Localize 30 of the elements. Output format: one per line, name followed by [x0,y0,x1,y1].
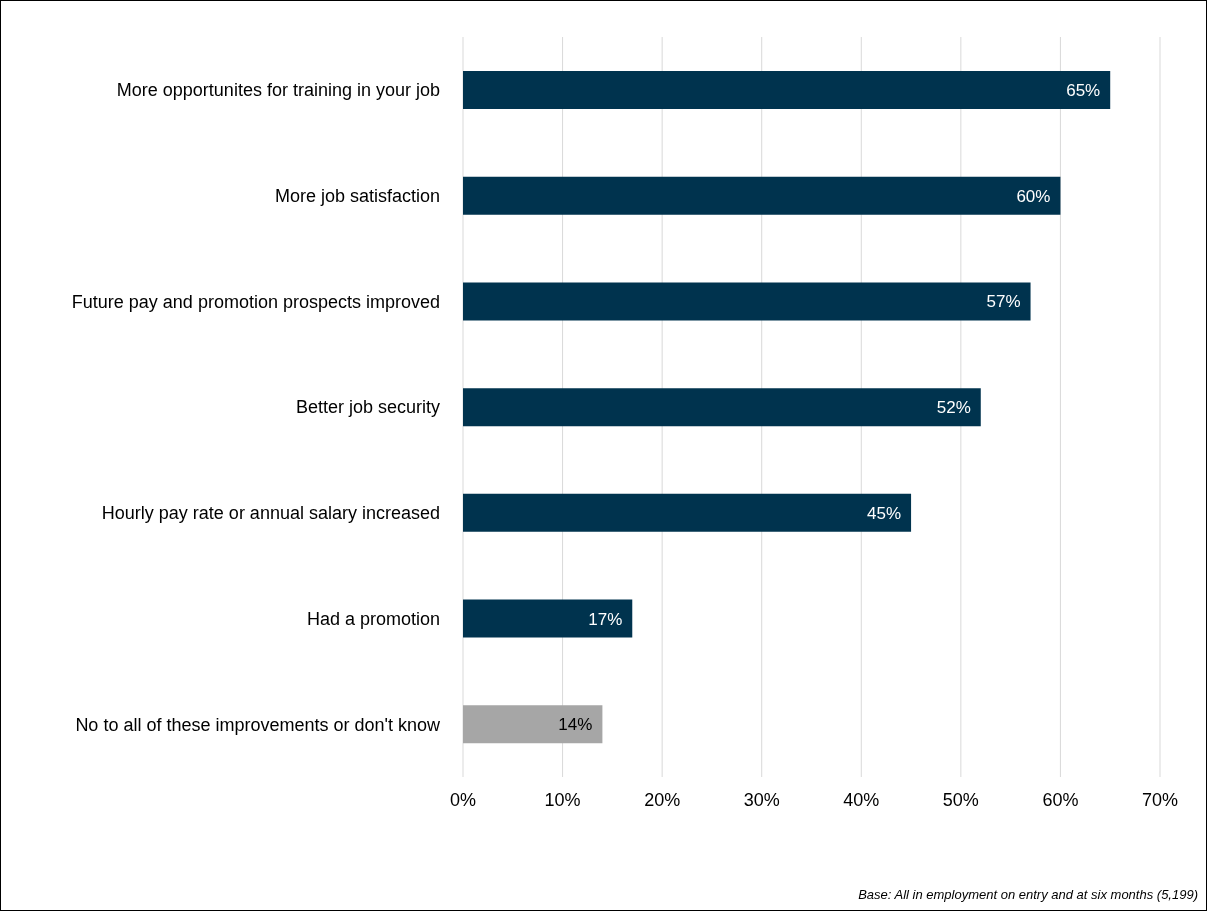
bar [463,705,603,744]
x-tick-label: 20% [644,789,681,810]
x-tick-label: 30% [743,789,780,810]
y-tick-label: Had a promotion [306,608,440,629]
bar [463,493,912,532]
bar [463,599,633,638]
data-label: 52% [936,398,971,418]
y-tick-label: Future pay and promotion prospects improved [71,291,440,312]
x-tick-label: 60% [1042,789,1079,810]
bar [463,282,1031,321]
text: Base: All in employment on entry and at six months (5,199) [858,887,1198,902]
data-label: 60% [1016,186,1051,206]
x-tick-label: 10% [544,789,581,810]
y-tick-label: Hourly pay rate or annual salary increased [101,503,440,524]
x-tick-label: 70% [1141,789,1179,810]
x-tick-label: 0% [449,789,477,810]
y-tick-label: More opportunites for training in your job [116,80,440,101]
x-tick-label: 50% [942,789,979,810]
data-label: 57% [986,292,1021,312]
x-tick-label: 40% [843,789,880,810]
bar [463,388,981,427]
data-label: 17% [588,609,623,629]
y-tick-label: No to all of these improvements or don't know [75,714,441,735]
y-tick-label: More job satisfaction [274,185,440,206]
data-label: 14% [558,715,593,735]
bar [463,71,1111,109]
data-label: 45% [867,503,902,523]
y-tick-label: Better job security [295,397,440,418]
bar [463,176,1061,215]
data-label: 65% [1066,80,1101,100]
